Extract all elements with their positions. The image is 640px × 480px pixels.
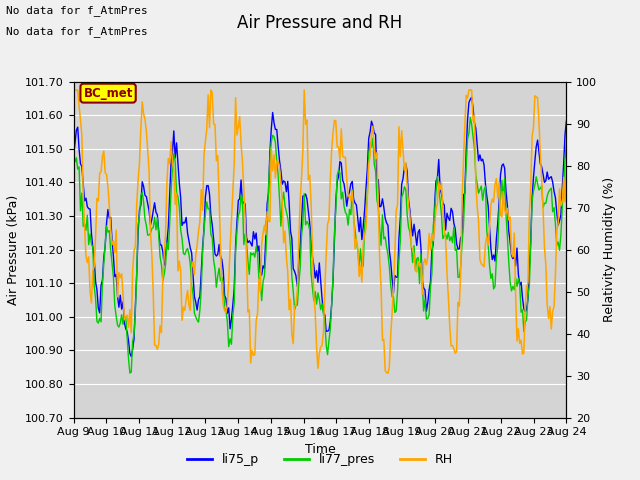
X-axis label: Time: Time (305, 443, 335, 456)
Y-axis label: Relativity Humidity (%): Relativity Humidity (%) (603, 177, 616, 322)
Text: BC_met: BC_met (83, 86, 132, 100)
Y-axis label: Air Pressure (kPa): Air Pressure (kPa) (6, 194, 20, 305)
Text: No data for f_AtmPres: No data for f_AtmPres (6, 5, 148, 16)
Legend: li75_p, li77_pres, RH: li75_p, li77_pres, RH (182, 448, 458, 471)
Text: Air Pressure and RH: Air Pressure and RH (237, 14, 403, 33)
Text: No data for f_AtmPres: No data for f_AtmPres (6, 26, 148, 37)
